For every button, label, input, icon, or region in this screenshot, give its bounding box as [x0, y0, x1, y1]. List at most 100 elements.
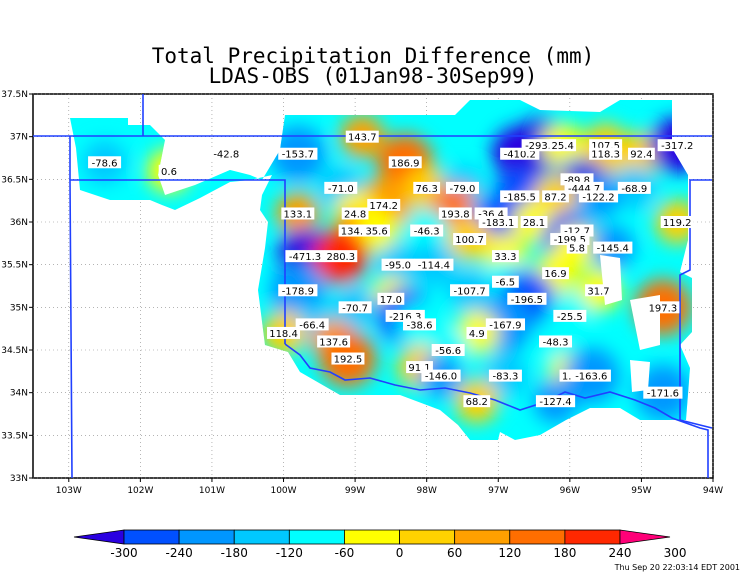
colorbar: -300 -240 -180 -120 -60 0 60 120 180 240 300	[73, 529, 687, 560]
value-label: 118.3	[589, 147, 623, 161]
value-label: -167.9	[485, 318, 526, 331]
value-label-text: 143.7	[348, 133, 377, 144]
value-label: -70.7	[338, 301, 372, 314]
value-label-text: -25.5	[557, 312, 583, 323]
value-label: -471.3	[285, 250, 325, 263]
value-label-text: 280.3	[326, 252, 355, 263]
x-tick-label: 103W	[56, 486, 82, 496]
colorbar-swatch	[233, 529, 290, 545]
value-label-text: -127.4	[539, 397, 571, 408]
colorbar-max-arrow	[619, 529, 671, 545]
value-label: -196.5	[507, 292, 547, 306]
value-label-text: -216.3	[389, 312, 421, 323]
value-label-text: -68.9	[621, 184, 647, 195]
value-label-text: 16.9	[544, 269, 566, 280]
chart-subtitle: LDAS-OBS (01Jan98-30Sep99)	[208, 64, 538, 88]
value-label-text: 100.7	[455, 235, 484, 246]
value-label-text: -410.2	[504, 150, 536, 161]
value-label-text: 118.3	[591, 150, 620, 161]
value-label: 118.4	[267, 326, 301, 340]
value-label-text: -56.6	[435, 346, 461, 357]
colorbar-swatch	[178, 529, 235, 545]
value-label: 174.2	[367, 198, 401, 212]
value-label-text: -95.0	[385, 261, 411, 272]
value-label-text: -12.7	[564, 227, 590, 238]
value-label-text: -79.0	[450, 184, 476, 195]
value-label: -163.6	[571, 369, 611, 383]
value-label-text: -71.0	[328, 184, 354, 195]
x-tick-label: 94W	[703, 486, 723, 496]
x-tick-label: 96W	[560, 486, 580, 496]
value-label-text: -196.5	[511, 295, 543, 306]
value-label-text: 87.2	[544, 192, 566, 203]
value-label: -317.2	[657, 139, 697, 152]
value-label-text: 0.6	[161, 167, 177, 178]
value-label-text: -185.5	[504, 192, 536, 203]
x-tick-label: 98W	[417, 486, 437, 496]
value-label-text: 192.5	[334, 355, 363, 366]
x-tick-label: 101W	[199, 486, 225, 496]
value-label-text: 1.3	[562, 372, 578, 383]
value-label-text: 24.8	[344, 209, 366, 220]
value-label: -56.6	[431, 344, 465, 357]
value-label-text: -107.7	[454, 286, 486, 297]
value-label-text: -145.4	[597, 244, 629, 255]
y-tick-label: 33N	[10, 474, 28, 484]
value-label-text: 31.7	[587, 286, 609, 297]
value-label: 24.8	[341, 207, 369, 220]
colorbar-swatch	[288, 529, 345, 545]
chart-title: Total Precipitation Difference (mm)	[151, 44, 595, 68]
value-label: -66.4	[295, 318, 329, 331]
value-label: -114.4	[414, 258, 454, 272]
x-tick-label: 95W	[631, 486, 651, 496]
colorbar-label: 180	[553, 546, 576, 560]
colorbar-label: 120	[498, 546, 521, 560]
value-label: -68.9	[617, 181, 651, 195]
x-tick-label: 99W	[345, 486, 365, 496]
timestamp: Thu Sep 20 22:03:14 EDT 2001	[614, 563, 740, 572]
value-label-text: -183.1	[482, 218, 514, 229]
value-label-text: 107.5	[591, 141, 620, 152]
value-label: -122.2	[578, 190, 619, 203]
value-label: 280.3	[324, 250, 358, 263]
value-label-text: -6.5	[496, 278, 516, 289]
x-tick-label: 97W	[488, 486, 508, 496]
value-label: 100.7	[453, 233, 487, 246]
colorbar-swatch	[399, 529, 456, 545]
colorbar-label: 300	[664, 546, 687, 560]
value-label-text: 119.2	[663, 218, 692, 229]
value-label-text: 92.4	[630, 150, 652, 161]
value-label-text: -114.4	[418, 261, 450, 272]
value-label-text: -146.0	[425, 372, 457, 383]
value-label: -83.3	[488, 369, 522, 383]
colorbar-min-arrow	[73, 529, 125, 545]
value-label-text: 28.1	[523, 218, 545, 229]
value-label-text: 35.6	[365, 227, 387, 238]
value-label: -46.3	[410, 224, 444, 238]
value-label: 17.0	[377, 292, 405, 306]
value-label: -145.4	[593, 241, 633, 255]
value-label: 137.6	[317, 335, 351, 348]
value-label: -71.0	[324, 181, 358, 195]
value-label-text: 5.8	[569, 244, 585, 255]
colorbar-swatch	[454, 529, 511, 545]
value-label: -107.7	[450, 284, 490, 297]
value-label-text: -83.3	[492, 372, 518, 383]
value-label: -42.8	[209, 147, 243, 161]
value-label: 133.1	[281, 207, 315, 220]
value-label-text: -171.6	[647, 389, 679, 400]
value-label-text: 33.3	[494, 252, 516, 263]
x-tick-label: 100W	[270, 486, 296, 496]
colorbar-swatch	[344, 529, 400, 545]
value-label-text: -42.8	[213, 150, 239, 161]
value-label-text: 193.8	[441, 209, 470, 220]
value-label: -171.6	[643, 386, 683, 400]
value-label-text: 118.4	[269, 329, 298, 340]
value-label: -79.0	[445, 181, 479, 195]
y-tick-label: 35N	[10, 303, 28, 313]
value-label: -153.7	[278, 147, 318, 161]
colorbar-swatch	[123, 529, 180, 545]
value-label-text: -199.5	[554, 235, 586, 246]
value-label-text: -78.6	[92, 158, 118, 169]
colorbar-label: -60	[335, 546, 355, 560]
